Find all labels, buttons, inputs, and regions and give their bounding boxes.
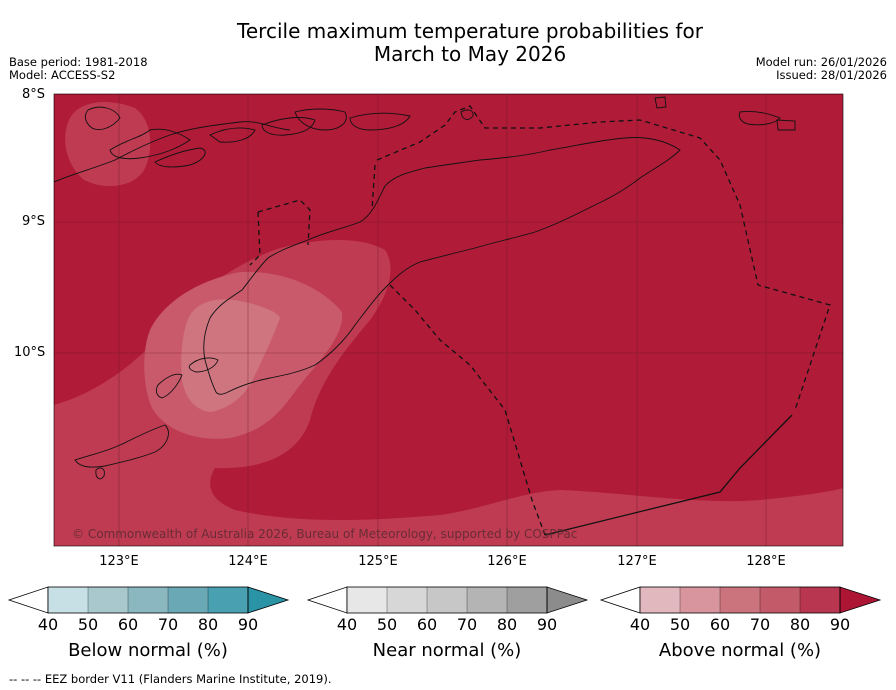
cb1-segment-1 bbox=[387, 587, 427, 613]
lat-label-9s: 9°S bbox=[22, 214, 46, 229]
cb0-tick-70: 70 bbox=[157, 615, 179, 634]
cb0-segment-0 bbox=[48, 587, 88, 613]
contour-above-60 bbox=[181, 299, 280, 412]
cb1-frame bbox=[346, 586, 548, 614]
cb0-segment-3 bbox=[168, 587, 208, 613]
coastlines bbox=[54, 96, 796, 480]
cb0-arrow-low bbox=[7, 586, 49, 614]
cb2-tick-90: 90 bbox=[829, 615, 851, 634]
cb1-tick-60: 60 bbox=[416, 615, 438, 634]
model-name: Model: ACCESS-S2 bbox=[9, 68, 116, 82]
cb2-tick-40: 40 bbox=[629, 615, 651, 634]
lon-label-127e: 127°E bbox=[617, 554, 657, 569]
lon-label-123e: 123°E bbox=[99, 554, 139, 569]
maritime-boundary bbox=[544, 414, 793, 536]
lon-label-124e: 124°E bbox=[228, 554, 268, 569]
meta-left: Base period: 1981-2018 Model: ACCESS-S2 bbox=[9, 56, 148, 82]
cb0-segment-2 bbox=[128, 587, 168, 613]
cb2-tick-70: 70 bbox=[749, 615, 771, 634]
title-line-1: Tercile maximum temperature probabilitie… bbox=[237, 19, 703, 43]
model-run: Model run: 26/01/2026 bbox=[755, 55, 887, 69]
meta-right: Model run: 26/01/2026 Issued: 28/01/2026 bbox=[756, 56, 887, 82]
contour-above-80-north bbox=[65, 102, 151, 187]
lat-label-10s: 10°S bbox=[14, 345, 46, 360]
cb2-tick-60: 60 bbox=[709, 615, 731, 634]
lon-label-128e: 128°E bbox=[746, 554, 786, 569]
cb2-tick-80: 80 bbox=[789, 615, 811, 634]
cb2-segment-4 bbox=[800, 587, 840, 613]
lon-label-126e: 126°E bbox=[487, 554, 527, 569]
cb1-tick-80: 80 bbox=[496, 615, 518, 634]
cb0-tick-80: 80 bbox=[197, 615, 219, 634]
cb1-segment-2 bbox=[427, 587, 467, 613]
colorbar-below-normal bbox=[7, 586, 290, 614]
cb0-segment-1 bbox=[88, 587, 128, 613]
map-contours bbox=[54, 94, 843, 546]
cb1-tick-90: 90 bbox=[536, 615, 558, 634]
eez-border bbox=[249, 105, 831, 536]
cb0-title: Below normal (%) bbox=[68, 640, 228, 661]
cb2-segment-1 bbox=[680, 587, 720, 613]
cb1-arrow-high bbox=[546, 586, 589, 614]
cb0-tick-50: 50 bbox=[77, 615, 99, 634]
graticule bbox=[54, 94, 843, 546]
cb2-title: Above normal (%) bbox=[658, 640, 822, 661]
copyright-notice: © Commonwealth of Australia 2026, Bureau… bbox=[72, 527, 578, 541]
lat-label-8s: 8°S bbox=[22, 87, 46, 102]
cb1-segment-3 bbox=[467, 587, 507, 613]
cb1-title: Near normal (%) bbox=[372, 640, 522, 661]
issued-date: Issued: 28/01/2026 bbox=[776, 68, 887, 82]
cb0-frame bbox=[47, 586, 249, 614]
cb2-tick-50: 50 bbox=[669, 615, 691, 634]
cb2-segment-3 bbox=[760, 587, 800, 613]
cb2-segment-2 bbox=[720, 587, 760, 613]
lon-label-125e: 125°E bbox=[358, 554, 398, 569]
cb1-tick-40: 40 bbox=[336, 615, 358, 634]
cb2-arrow-low bbox=[599, 586, 641, 614]
cb1-segment-0 bbox=[347, 587, 387, 613]
cb0-tick-40: 40 bbox=[37, 615, 59, 634]
cb1-tick-50: 50 bbox=[376, 615, 398, 634]
colorbar-near-normal bbox=[306, 586, 589, 614]
title-line-2: March to May 2026 bbox=[373, 42, 567, 66]
base-period: Base period: 1981-2018 bbox=[9, 55, 148, 69]
cb1-tick-70: 70 bbox=[456, 615, 478, 634]
cb0-segment-4 bbox=[208, 587, 248, 613]
colorbar-above-normal bbox=[599, 586, 882, 614]
chart-title: Tercile maximum temperature probabilitie… bbox=[0, 20, 896, 66]
cb1-segment-4 bbox=[507, 587, 547, 613]
cb2-arrow-high bbox=[839, 586, 882, 614]
cb2-frame bbox=[639, 586, 841, 614]
cb0-tick-90: 90 bbox=[237, 615, 259, 634]
cb2-segment-0 bbox=[640, 587, 680, 613]
cb0-arrow-high bbox=[247, 586, 290, 614]
cb0-tick-60: 60 bbox=[117, 615, 139, 634]
cb1-arrow-low bbox=[306, 586, 348, 614]
footnote-eez: -- -- -- EEZ border V11 (Flanders Marine… bbox=[9, 672, 332, 686]
map-frame bbox=[53, 93, 844, 547]
